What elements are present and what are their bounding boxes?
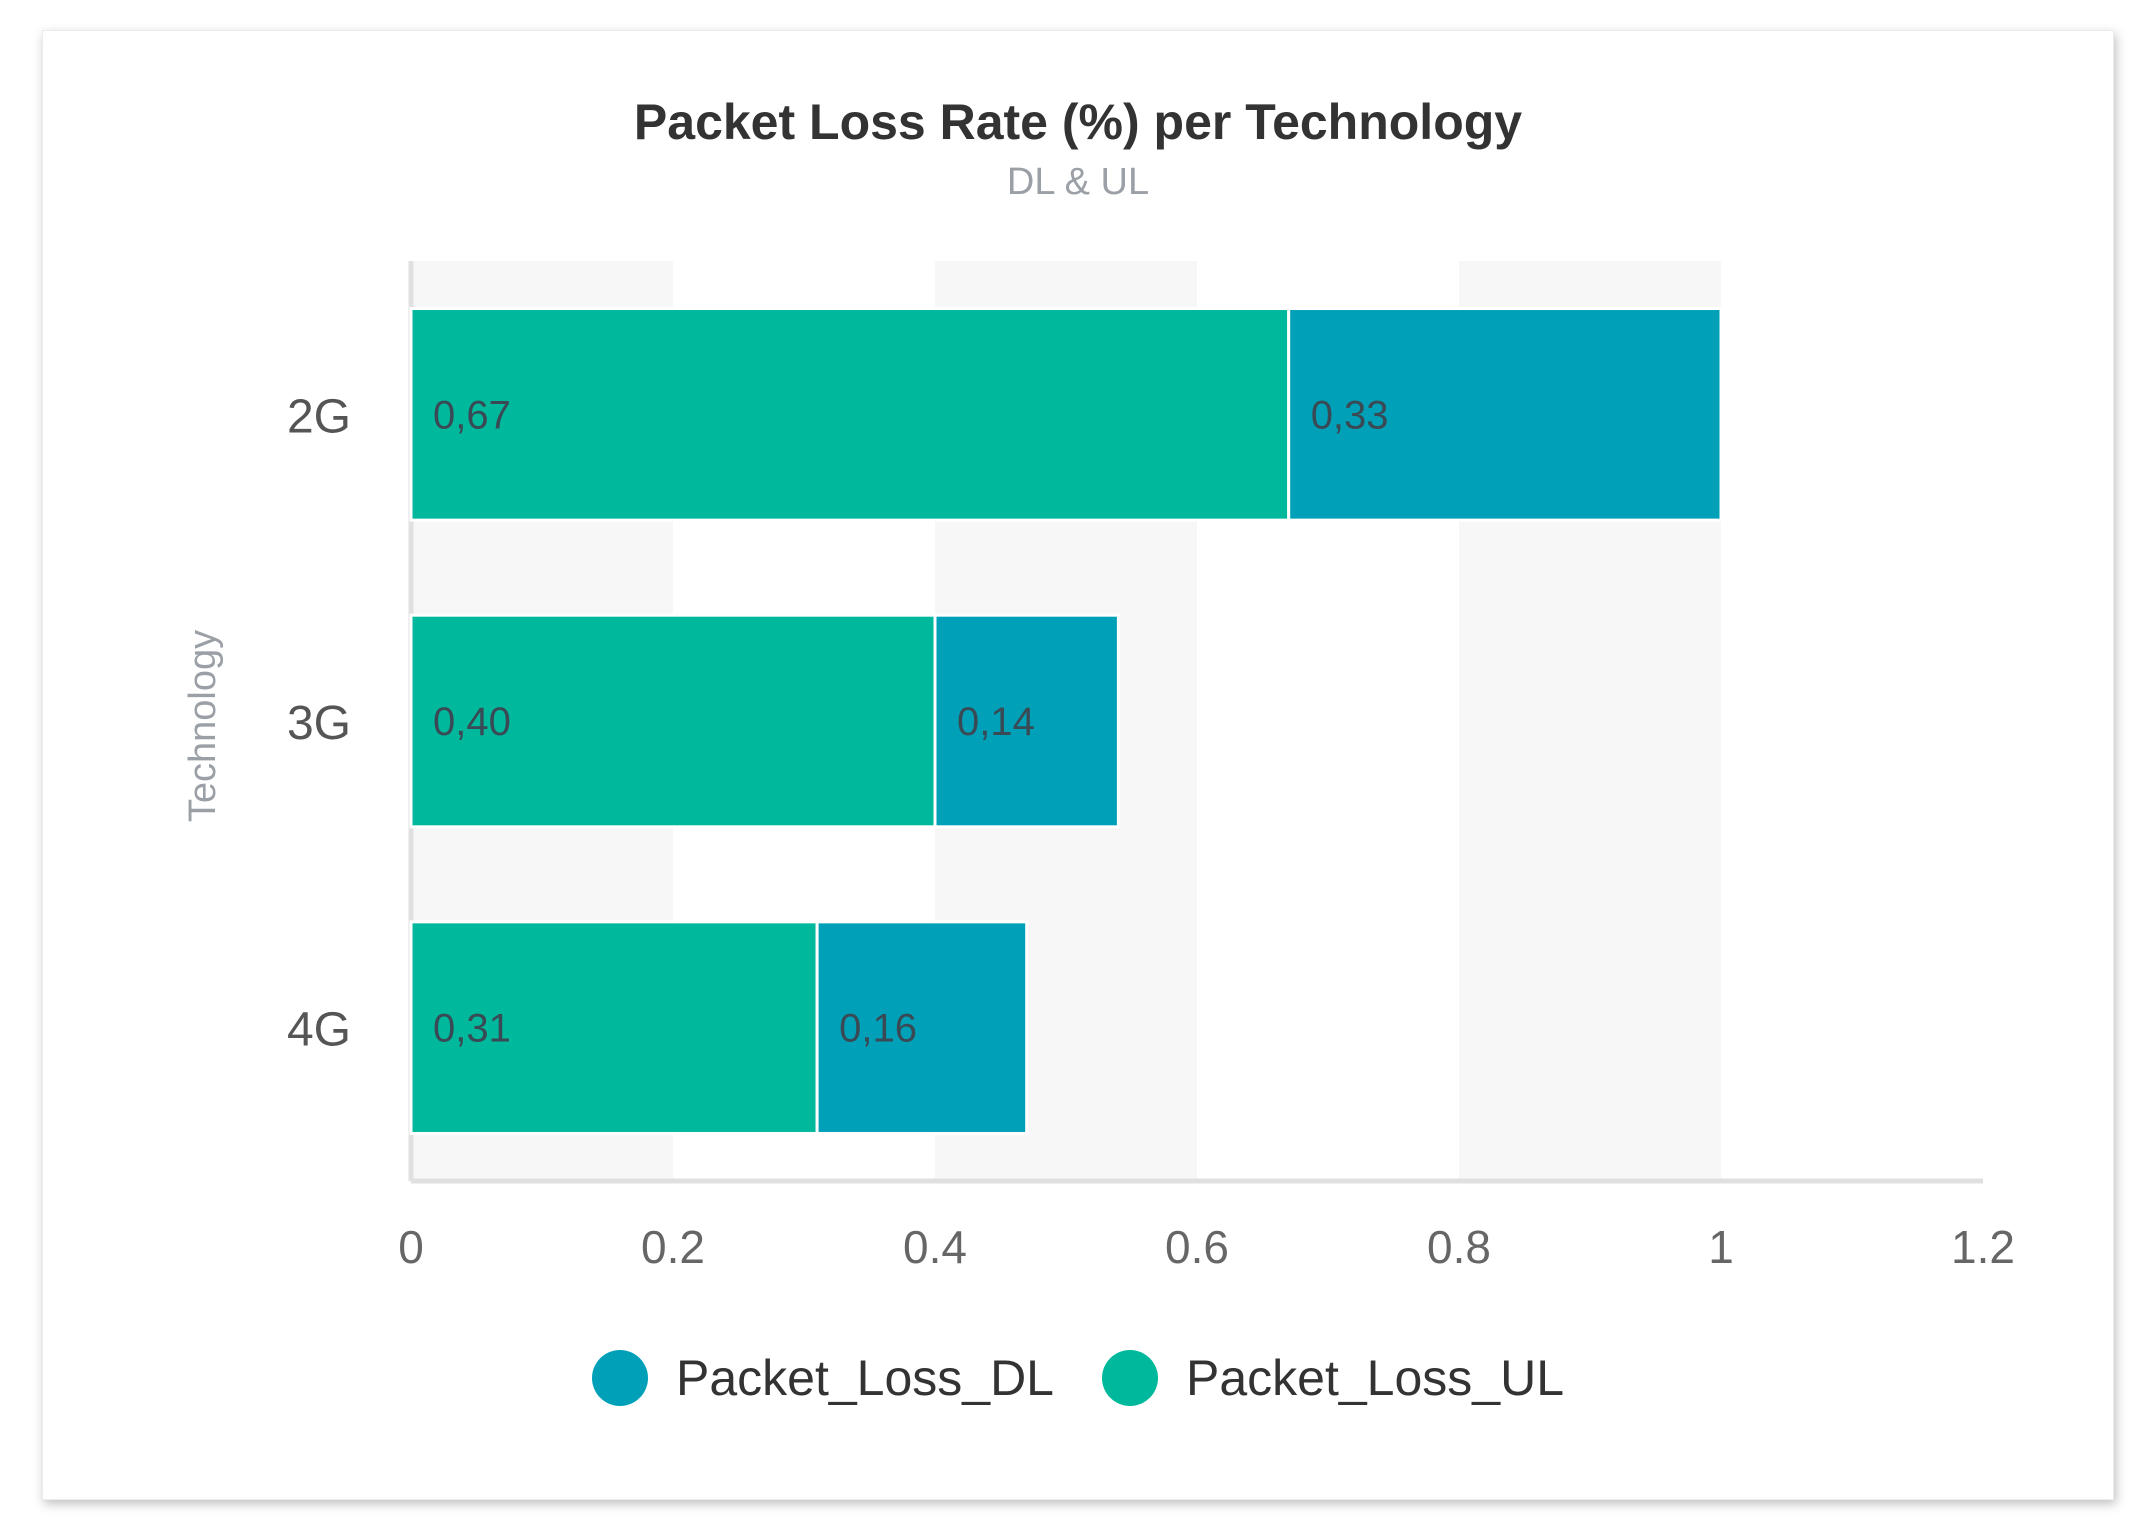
bar-3G-Packet_Loss_DL bbox=[933, 613, 1120, 829]
chart-title: Packet Loss Rate (%) per Technology bbox=[633, 94, 1523, 150]
data-labels: 0,67 0,33 0,40 0,14 0,31 0,16 bbox=[433, 393, 1389, 1050]
x-tick-label: 0.8 bbox=[1427, 1221, 1491, 1273]
bar-3G-Packet_Loss_UL bbox=[409, 613, 937, 829]
legend-label-ul: Packet_Loss_UL bbox=[1186, 1350, 1565, 1406]
x-tick-label: 0.6 bbox=[1165, 1221, 1229, 1273]
x-tick-label: 0.4 bbox=[903, 1221, 967, 1273]
y-tick-label: 4G bbox=[287, 1004, 351, 1057]
legend-marker-dl bbox=[591, 1350, 648, 1406]
legend-item-dl[interactable]: Packet_Loss_DL bbox=[591, 1349, 1054, 1407]
data-label: 0,14 bbox=[957, 700, 1035, 744]
data-label: 0,40 bbox=[433, 700, 511, 744]
legend-marker-ul bbox=[1102, 1350, 1158, 1406]
y-axis-title: Technology bbox=[182, 630, 224, 822]
x-tick-label: 1 bbox=[1708, 1221, 1734, 1273]
x-tick-label: 0 bbox=[398, 1221, 424, 1273]
y-tick-label: 3G bbox=[287, 697, 351, 750]
bars bbox=[409, 307, 1723, 1135]
data-label: 0,67 bbox=[433, 393, 511, 437]
legend: Packet_Loss_DL Packet_Loss_UL bbox=[43, 1349, 2113, 1407]
bar-2G-Packet_Loss_UL bbox=[409, 307, 1291, 522]
x-tick-label: 0.2 bbox=[641, 1221, 705, 1273]
legend-label-dl: Packet_Loss_DL bbox=[675, 1350, 1054, 1406]
y-tick-label: 2G bbox=[287, 390, 351, 443]
data-label: 0,31 bbox=[433, 1007, 511, 1051]
tick-labels: 2G 3G 4G 0 0.2 0.4 0.6 0.8 1 1.2 Technology bbox=[182, 390, 2015, 1273]
chart-subtitle: DL & UL bbox=[1006, 161, 1150, 203]
data-label: 0,33 bbox=[1311, 393, 1389, 437]
x-tick-label: 1.2 bbox=[1951, 1221, 2015, 1273]
data-label: 0,16 bbox=[839, 1007, 917, 1051]
legend-item-ul[interactable]: Packet_Loss_UL bbox=[1102, 1349, 1564, 1407]
bar-4G-Packet_Loss_DL bbox=[815, 920, 1029, 1135]
bar-chart: 0,67 0,33 0,40 0,14 0,31 0,16 2G 3G 4G 0 0.2 0.4 0.… bbox=[182, 261, 2015, 1273]
chart-card: Packet Loss Rate (%) per Technology DL &… bbox=[42, 30, 2114, 1500]
bar-2G-Packet_Loss_DL bbox=[1287, 307, 1723, 522]
